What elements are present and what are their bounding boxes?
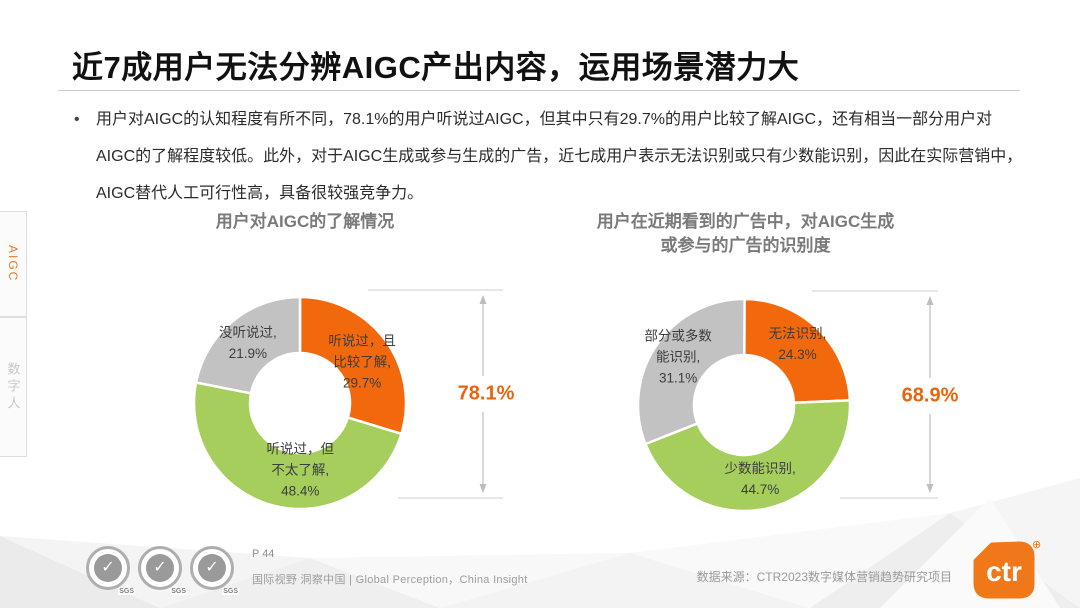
right-chart-title: 用户在近期看到的广告中，对AIGC生成 或参与的广告的识别度 — [596, 212, 895, 255]
footer-tagline: 国际视野 洞察中国 | Global Perception，China Insi… — [252, 574, 528, 586]
intro-line-2: AIGC的了解程度较低。此外，对于AIGC生成或参与生成的广告，近七成用户表示无… — [96, 148, 1023, 165]
intro-line-3: AIGC替代人工可行性高，具备很较强竞争力。 — [96, 185, 424, 202]
donut-slice-1-0 — [742, 297, 852, 405]
donut-slice-1-2 — [636, 297, 746, 446]
sgs-check-icon: ✓ — [94, 554, 122, 582]
right-chart-total-annotation: 68.9% — [898, 383, 962, 409]
sidebar-tab-aigc[interactable]: AIGC — [0, 211, 27, 317]
ctr-logo-text: ctr — [986, 556, 1022, 587]
sidebar-tab-digital-human-label: 数字人 — [5, 361, 21, 413]
page-number: P 44 — [252, 548, 275, 560]
donut-slice-0-1 — [192, 381, 403, 511]
intro-line-1: 用户对AIGC的认知程度有所不同，78.1%的用户听说过AIGC，但其中只有29… — [96, 111, 993, 128]
intro-paragraph: • 用户对AIGC的认知程度有所不同，78.1%的用户听说过AIGC，但其中只有… — [72, 101, 1032, 212]
sgs-certification-logo: ✓ SGS — [86, 546, 135, 595]
footer: ✓ SGS ✓ SGS ✓ SGS P 44 国际视野 洞察中国 | Globa… — [0, 539, 1080, 600]
sgs-check-icon: ✓ — [198, 554, 226, 582]
page-title: 近7成用户无法分辨AIGC产出内容，运用场景潜力大 — [72, 50, 800, 85]
sgs-certification-logo: ✓ SGS — [190, 546, 239, 595]
sidebar-tab-aigc-label: AIGC — [6, 245, 20, 283]
bracket-arrowhead-icon — [479, 295, 487, 304]
bracket-arrowhead-icon — [479, 484, 487, 493]
ctr-logo: ctr ⊕ — [972, 539, 1042, 600]
left-chart-total-annotation: 78.1% — [454, 381, 518, 407]
data-source-note: 数据来源：CTR2023数字媒体营销趋势研究项目 — [696, 570, 952, 584]
bullet-point: • — [74, 111, 80, 128]
sidebar-tab-digital-human[interactable]: 数字人 — [0, 317, 27, 457]
sgs-check-icon: ✓ — [146, 554, 174, 582]
sgs-label: SGS — [222, 588, 239, 595]
sgs-label: SGS — [118, 588, 135, 595]
donut-slice-1-1 — [644, 399, 852, 513]
ctr-registered-mark-icon: ⊕ — [1032, 539, 1042, 551]
left-chart-title: 用户对AIGC的了解情况 — [215, 212, 395, 231]
bracket-arrowhead-icon — [926, 296, 934, 305]
sgs-label: SGS — [170, 588, 187, 595]
donut-slice-0-2 — [194, 295, 302, 395]
donut-slice-0-0 — [298, 295, 408, 436]
sgs-certification-logo: ✓ SGS — [138, 546, 187, 595]
title-underline — [58, 90, 1020, 91]
bracket-arrowhead-icon — [926, 484, 934, 493]
